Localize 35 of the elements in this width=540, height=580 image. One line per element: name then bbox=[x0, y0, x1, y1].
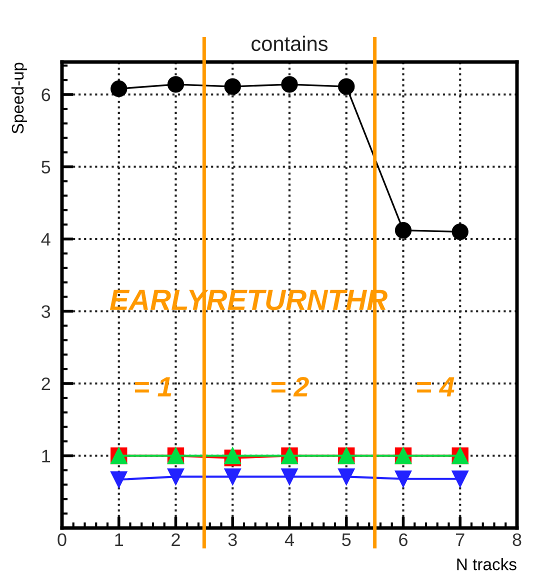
point bbox=[394, 470, 412, 488]
point bbox=[452, 223, 468, 240]
point bbox=[394, 222, 412, 239]
point bbox=[281, 468, 298, 486]
annotation: = 1 bbox=[134, 377, 172, 396]
x-axis-title: N tracks bbox=[457, 558, 516, 570]
point bbox=[224, 78, 241, 95]
point bbox=[167, 468, 184, 486]
annotation: = 4 bbox=[417, 377, 454, 396]
y-tick-label: 2 bbox=[42, 377, 50, 390]
y-axis-title: Speed-up bbox=[11, 62, 27, 134]
y-tick-label: 5 bbox=[42, 160, 50, 174]
x-tick-label: 4 bbox=[284, 534, 294, 546]
y-tick-label: 1 bbox=[42, 450, 50, 462]
x-tick-label: 2 bbox=[172, 533, 180, 546]
y-tick-label: 3 bbox=[42, 305, 50, 318]
point bbox=[224, 468, 241, 486]
x-tick-label: 6 bbox=[399, 533, 408, 546]
chart-title: contains bbox=[252, 36, 328, 52]
y-tick-label: 6 bbox=[42, 88, 50, 102]
point bbox=[110, 80, 128, 98]
x-tick-label: 7 bbox=[456, 534, 464, 546]
point bbox=[281, 76, 298, 93]
point bbox=[167, 76, 184, 93]
x-tick-label: 0 bbox=[58, 533, 66, 546]
x-tick-label: 1 bbox=[115, 534, 124, 546]
point bbox=[452, 470, 468, 488]
x-tick-label: 5 bbox=[342, 534, 351, 546]
y-tick-label: 4 bbox=[41, 233, 50, 246]
point bbox=[338, 78, 355, 95]
x-tick-label: 3 bbox=[228, 533, 237, 546]
x-tick-label: 8 bbox=[512, 533, 522, 546]
annotation: = 2 bbox=[271, 377, 309, 396]
point bbox=[338, 468, 355, 486]
point bbox=[110, 471, 128, 488]
